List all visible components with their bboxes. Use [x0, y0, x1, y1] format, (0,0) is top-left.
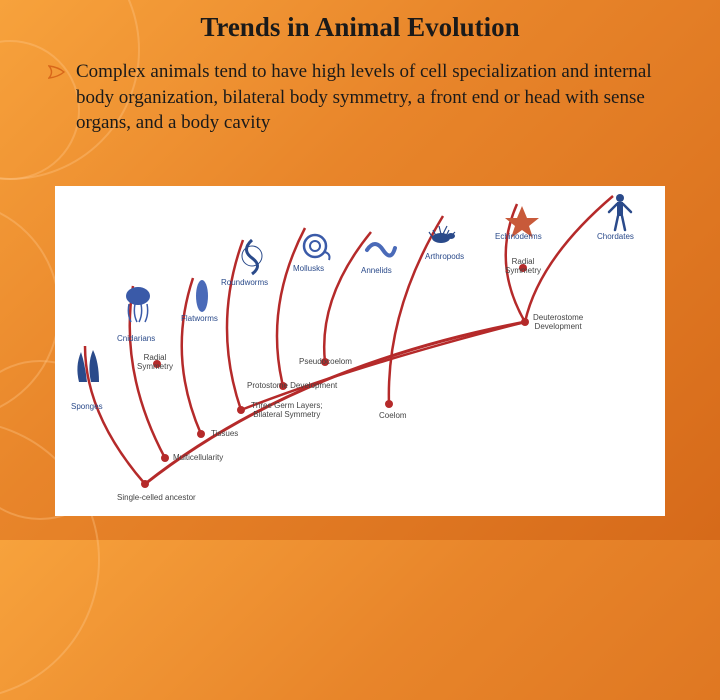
node-label: Pseudocoelom: [299, 358, 352, 367]
organism-label: Echinoderms: [495, 232, 542, 241]
organism-label: Annelids: [361, 266, 392, 275]
organism-label: Sponges: [71, 402, 103, 411]
organism-label: Chordates: [597, 232, 634, 241]
node-label: RadialSymmetry: [505, 258, 541, 276]
organism-label: Mollusks: [293, 264, 324, 273]
phylogeny-diagram: Single-celled ancestor Multicellularity Ti…: [55, 186, 665, 516]
node-label: RadialSymmetry: [137, 354, 173, 372]
node-label: Multicellularity: [173, 454, 223, 463]
node-label: DeuterostomeDevelopment: [533, 314, 583, 332]
tree-node: [237, 406, 245, 414]
chordates-icon: [603, 192, 637, 237]
tree-node: [197, 430, 205, 438]
tree-node: [521, 318, 529, 326]
node-label: Three Germ Layers;Bilateral Symmetry: [251, 402, 323, 420]
body-text: Complex animals tend to have high levels…: [76, 59, 672, 136]
organism-label: Arthropods: [425, 252, 464, 261]
node-label: Single-celled ancestor: [117, 494, 196, 503]
node-label: Tissues: [211, 430, 238, 439]
slide-title: Trends in Animal Evolution: [48, 12, 672, 43]
tree-node: [385, 400, 393, 408]
slide-content: Trends in Animal Evolution Complex anima…: [0, 0, 720, 136]
organism-label: Flatworms: [181, 314, 218, 323]
bullet-row: Complex animals tend to have high levels…: [48, 59, 672, 136]
branch-lines: [55, 186, 665, 516]
organism-label: Cnidarians: [117, 334, 155, 343]
sponges-icon: [73, 346, 107, 391]
mollusks-icon: [299, 224, 333, 269]
node-label: Protostome Development: [247, 382, 337, 391]
roundworms-icon: [235, 236, 269, 281]
bullet-arrow-icon: [48, 65, 66, 79]
organism-label: Roundworms: [221, 278, 268, 287]
tree-node: [141, 480, 149, 488]
tree-node: [161, 454, 169, 462]
node-label: Coelom: [379, 412, 407, 421]
cnidarians-icon: [121, 284, 155, 329]
